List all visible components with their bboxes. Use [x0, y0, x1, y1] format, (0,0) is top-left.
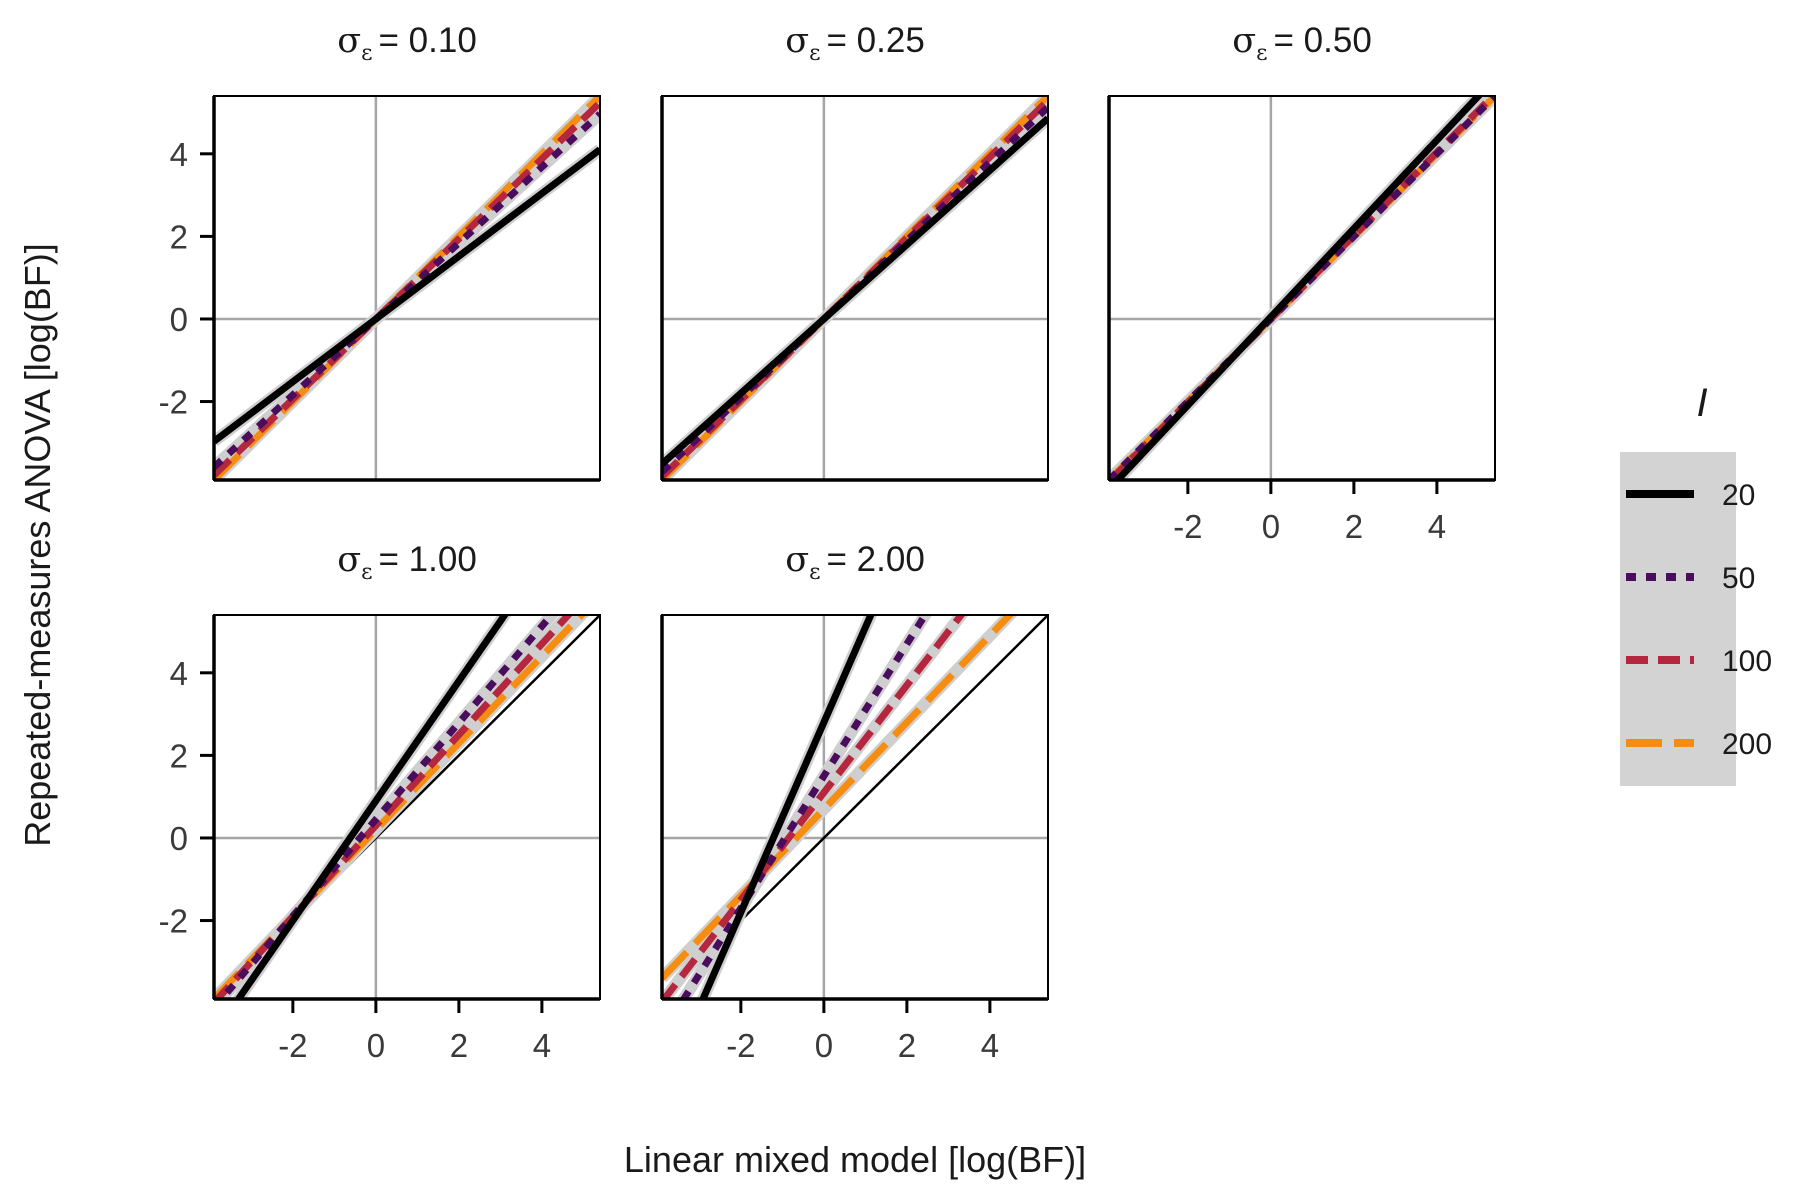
y-tick-label: 4 [170, 136, 188, 173]
legend-key-background [1620, 452, 1736, 786]
series-line-200 [662, 615, 1015, 981]
x-tick-label: -2 [278, 1027, 307, 1064]
panel-1: -2 0 2 4 σε = 0.10 [159, 21, 601, 482]
legend: I 20 50 100 200 [1620, 381, 1772, 786]
x-tick-label: -2 [1173, 508, 1202, 545]
x-tick-label: 0 [367, 1027, 385, 1064]
x-tick-label: 0 [815, 1027, 833, 1064]
legend-title: I [1696, 381, 1707, 425]
legend-label-50: 50 [1722, 562, 1755, 595]
panel-title: σε = 1.00 [337, 540, 477, 585]
legend-entries: 20 50 100 200 [1626, 479, 1772, 761]
panel-title: σε = 0.10 [337, 21, 477, 66]
x-tick-label: 2 [450, 1027, 468, 1064]
x-tick-label: 4 [1428, 508, 1446, 545]
x-tick-label: -2 [726, 1027, 755, 1064]
series-line-20 [662, 115, 1048, 467]
y-tick-label: 2 [170, 737, 188, 774]
panel-title: σε = 0.50 [1232, 21, 1372, 66]
panel-2: σε = 0.25 [660, 21, 1049, 482]
series-line-200 [214, 615, 587, 999]
x-tick-label: 4 [533, 1027, 551, 1064]
legend-label-100: 100 [1722, 645, 1772, 678]
panel-4: -2 0 2 4 -2 0 2 4 σε = 1.00 [159, 540, 601, 1064]
x-tick-label: 0 [1262, 508, 1280, 545]
y-tick-label: 4 [170, 655, 188, 692]
x-axis-title: Linear mixed model [log(BF)] [624, 1139, 1086, 1180]
panel-title: σε = 2.00 [785, 540, 925, 585]
series-line-100 [662, 615, 966, 999]
panel-5: -2 0 2 4 σε = 2.00 [660, 540, 1049, 1064]
series-line-50 [679, 615, 930, 999]
y-tick-label: 0 [170, 301, 188, 338]
x-tick-label: 4 [981, 1027, 999, 1064]
panel-title: σε = 0.25 [785, 21, 925, 66]
legend-label-200: 200 [1722, 728, 1772, 761]
series-line-20 [214, 146, 600, 445]
panel-3: -2 0 2 4 σε = 0.50 [1107, 21, 1496, 545]
x-tick-label: 2 [898, 1027, 916, 1064]
y-tick-label: -2 [159, 903, 188, 940]
series-line-20 [1112, 96, 1484, 480]
y-tick-label: 0 [170, 820, 188, 857]
series-line-20 [699, 615, 875, 999]
y-tick-label: 2 [170, 218, 188, 255]
y-tick-label: -2 [159, 384, 188, 421]
y-axis-title: Repeated-measures ANOVA [log(BF)] [17, 243, 58, 847]
series-line-50 [214, 111, 600, 470]
x-tick-label: 2 [1345, 508, 1363, 545]
series-line-20 [234, 615, 509, 999]
legend-label-20: 20 [1722, 479, 1755, 512]
